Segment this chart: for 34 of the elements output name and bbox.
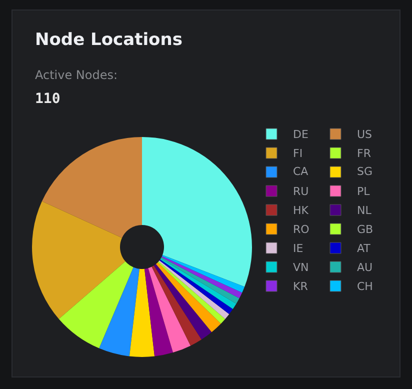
chart-title: Node Locations: [35, 30, 182, 50]
donut-slice: [152, 266, 202, 346]
donut-slice: [156, 262, 221, 332]
donut-slice: [42, 137, 142, 238]
text: 110: [35, 91, 60, 107]
donut-slice: [142, 137, 252, 287]
legend-label: NL: [357, 204, 372, 217]
legend-label: IE: [293, 242, 304, 255]
legend-label: RU: [293, 185, 309, 198]
donut-slice: [148, 266, 191, 353]
text: Active Nodes:: [35, 68, 118, 82]
legend-label: PL: [357, 185, 371, 198]
legend-label: CA: [293, 165, 309, 178]
legend-label: GB: [357, 223, 374, 236]
donut-slice: [99, 267, 140, 356]
donut-slice: [129, 268, 155, 357]
legend-label: AT: [357, 242, 371, 255]
donut-slice: [154, 264, 212, 340]
donut-slice: [161, 256, 242, 298]
donut-slice: [162, 254, 245, 293]
legend-label: RO: [293, 223, 310, 236]
legend-label: FR: [357, 147, 372, 160]
legend-label: CH: [357, 280, 373, 293]
legend-label: DE: [293, 128, 308, 141]
legend-label: US: [357, 128, 372, 141]
legend-label: AU: [357, 261, 373, 274]
legend-label: KR: [293, 280, 308, 293]
legend-label: FI: [293, 147, 303, 160]
donut-slice: [144, 268, 174, 356]
legend-label: SG: [357, 165, 373, 178]
donut-slice: [58, 261, 134, 348]
donut-slice: [32, 201, 126, 320]
legend-label: HK: [293, 204, 310, 217]
legend-label: VN: [293, 261, 309, 274]
